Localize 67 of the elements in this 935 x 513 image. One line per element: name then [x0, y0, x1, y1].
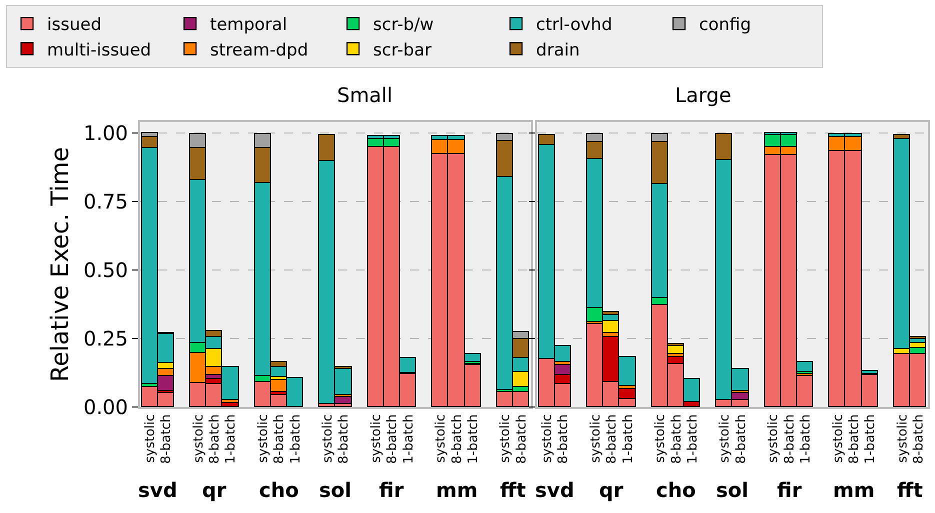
text: cho [259, 478, 299, 502]
x-tick-label: 1-batch [685, 414, 700, 464]
x-tick-label: 8-batch [556, 414, 572, 464]
y-tick-label: 0.25 [83, 326, 128, 350]
legend-label: scr-b/w [373, 15, 434, 36]
y-tick-label: 1.00 [83, 120, 128, 145]
x-tick-label: 8-batch [604, 414, 620, 464]
text: svd [535, 478, 574, 502]
x-tick-label: 8-batch [450, 414, 465, 464]
x-tick-label: systolic [256, 414, 271, 463]
text: fft [897, 478, 924, 502]
x-tick-label: 1-batch [798, 414, 814, 464]
legend-label: scr-bar [373, 40, 432, 60]
x-tick-label: 1-batch [620, 414, 636, 464]
x-tick-label: 8-batch [514, 414, 530, 464]
x-tick-label: 1-batch [224, 414, 239, 464]
legend-label: ctrl-ovhd [536, 15, 612, 36]
x-tick-label: 8-batch [782, 414, 798, 464]
x-tick-label: systolic [498, 414, 514, 463]
chart-title: Large [675, 83, 732, 107]
legend-label: stream-dpd [210, 40, 308, 60]
x-tick-label: 8-batch [669, 414, 684, 464]
x-tick-label: 1-batch [401, 414, 416, 464]
x-tick-label: systolic [718, 414, 733, 463]
legend-label: config [699, 15, 752, 36]
text: fft [500, 478, 526, 502]
legend-label: multi-issued [47, 40, 152, 60]
x-tick-label: 1-batch [863, 414, 878, 464]
y-tick-label: 0.00 [83, 395, 128, 419]
text: mm [436, 478, 478, 502]
x-tick-label: 8-batch [208, 414, 223, 464]
x-tick-label: systolic [320, 414, 336, 463]
legend-label: temporal [210, 15, 288, 36]
text: fir [379, 478, 404, 502]
x-tick-label: systolic [653, 414, 668, 463]
text: sol [716, 478, 748, 502]
x-tick-label: 8-batch [846, 414, 862, 464]
x-tick-label: systolic [588, 414, 604, 463]
x-tick-label: systolic [142, 414, 158, 463]
x-tick-label: 8-batch [272, 414, 288, 464]
x-tick-label: 1-batch [288, 414, 304, 464]
legend-label: drain [536, 40, 580, 60]
x-tick-label: systolic [895, 414, 910, 463]
x-tick-label: systolic [434, 414, 449, 463]
text: svd [138, 478, 178, 502]
text: sol [319, 478, 352, 502]
x-tick-label: 1-batch [466, 414, 481, 464]
x-tick-label: 8-batch [159, 414, 174, 464]
x-tick-label: systolic [830, 414, 846, 463]
x-tick-label: 8-batch [336, 414, 352, 464]
x-tick-label: 8-batch [912, 414, 927, 464]
x-tick-label: systolic [369, 414, 384, 463]
text: cho [656, 478, 696, 502]
text: mm [833, 478, 875, 502]
x-tick-label: systolic [191, 414, 206, 463]
x-tick-label: systolic [766, 414, 782, 463]
text: fir [777, 478, 802, 502]
legend-label: issued [47, 15, 102, 36]
x-tick-label: 8-batch [385, 414, 400, 464]
x-tick-label: systolic [540, 414, 556, 463]
text: qr [202, 478, 226, 502]
chart-title: Small [337, 83, 393, 107]
y-tick-label: 0.50 [83, 258, 128, 282]
y-axis-title: Relative Exec. Time [46, 147, 74, 382]
text: qr [599, 478, 624, 502]
y-tick-label: 0.75 [83, 189, 128, 214]
x-tick-label: 8-batch [734, 414, 749, 464]
